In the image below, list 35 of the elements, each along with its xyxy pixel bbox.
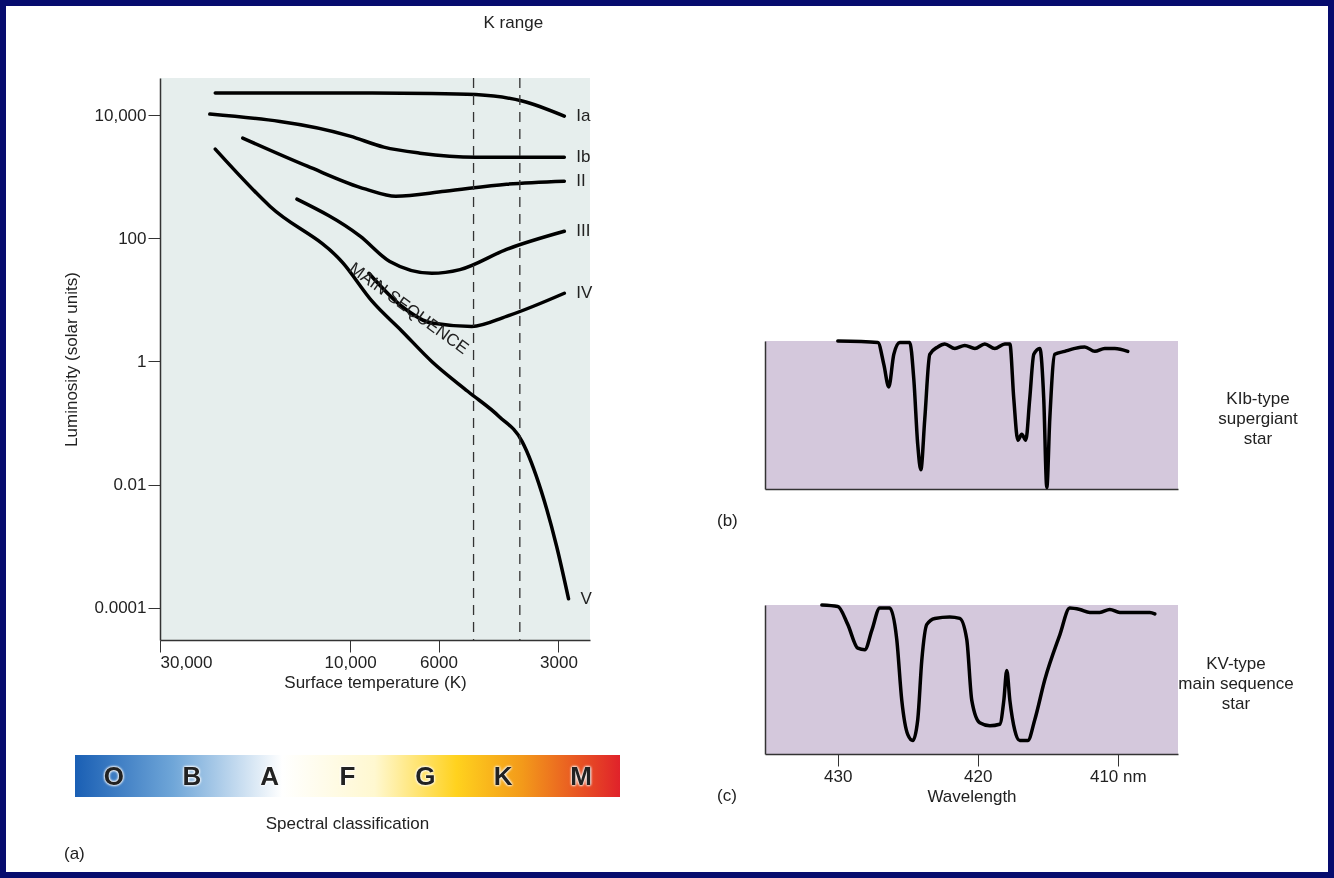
x-axis-title: Wavelength [927,786,1017,806]
ref-line-label: K range [483,13,544,32]
y-tick-label: 1 [137,351,147,371]
text: B [181,760,203,793]
text: G [414,760,437,793]
series-label: III [576,221,591,241]
text: F [338,760,357,793]
series-label: IV [576,283,594,303]
x-tick-label: 10,000 [324,652,377,672]
text: Spectral classification [264,814,431,834]
x-tick-label: 6000 [420,652,458,672]
text: (c) [717,786,738,806]
y-tick-label: 10,000 [94,105,147,125]
y-tick-label: 0.0001 [94,598,147,618]
series-label: V [580,588,593,608]
text: (b) [717,511,739,531]
y-tick-label: 100 [118,228,147,248]
x-tick-label: 30,000 [160,652,213,672]
x-tick-label: 3000 [540,652,578,672]
y-axis-title: Luminosity (solar units) [61,272,81,447]
x-axis-title: Surface temperature (K) [284,672,467,692]
x-tick-label: 430 [824,766,853,786]
text: O [102,760,126,793]
text: (a) [64,844,86,864]
text: M [569,760,593,793]
text: K [492,760,514,793]
y-tick-label: 0.01 [113,475,147,495]
series-label: Ia [576,106,592,126]
annotation: KV-type main sequence star [1177,654,1295,714]
x-tick-label: 410 nm [1089,766,1147,786]
text: A [259,760,280,793]
series-label: II [576,171,586,191]
text: KIb-type supergiant star [1217,389,1299,449]
series-label: Ib [576,147,591,167]
x-tick-label: 420 [964,766,993,786]
